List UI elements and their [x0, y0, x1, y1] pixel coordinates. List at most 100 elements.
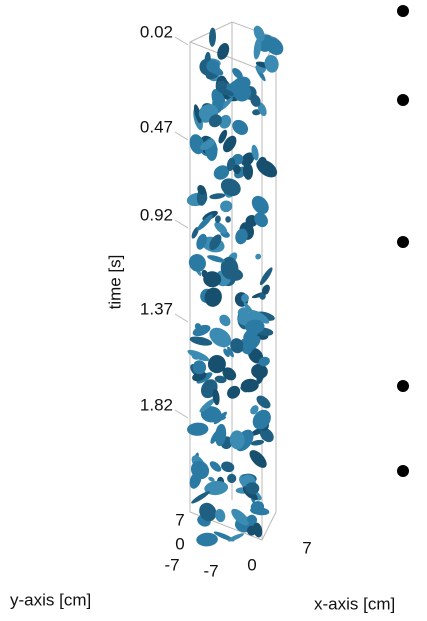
x-tick-label: -7: [203, 561, 218, 580]
blob: [235, 228, 248, 245]
blob: [213, 165, 230, 180]
blob: [237, 307, 249, 318]
blob: [219, 314, 231, 327]
bullet-list: [397, 5, 409, 477]
blob: [199, 398, 216, 413]
blob: [197, 184, 206, 195]
blob: [232, 119, 249, 135]
blob: [255, 253, 262, 260]
blob: [250, 405, 259, 415]
blob: [242, 335, 261, 352]
blob: [204, 287, 222, 307]
blob: [188, 254, 206, 272]
blob: [259, 428, 274, 443]
blob: [247, 514, 258, 525]
blob: [200, 139, 215, 150]
blob: [227, 473, 237, 483]
blob: [221, 461, 235, 473]
blob: [204, 480, 229, 496]
blob: [192, 371, 207, 382]
blob: [196, 532, 218, 547]
blob: [191, 352, 201, 360]
blob: [251, 144, 259, 161]
blob: [209, 234, 222, 251]
x-axis-label: x-axis [cm]: [314, 594, 395, 613]
y-tick-label: 7: [175, 510, 184, 529]
blob: [190, 460, 210, 480]
blob: [192, 324, 211, 337]
volume-blobs: [186, 25, 284, 547]
blob: [223, 348, 230, 358]
y-tick-label: 0: [175, 534, 184, 553]
bullet: [397, 236, 409, 248]
y-axis-label: y-axis [cm]: [10, 590, 91, 609]
blob: [253, 25, 265, 42]
blob: [227, 533, 244, 542]
blob: [252, 109, 261, 116]
z-tick: [174, 313, 189, 323]
blob: [225, 216, 231, 223]
y-tick-label: -7: [164, 555, 179, 574]
blob: [206, 59, 220, 73]
blob: [254, 212, 268, 228]
blob: [219, 114, 232, 129]
blob: [199, 502, 217, 522]
blob: [214, 215, 221, 224]
blob: [222, 367, 237, 381]
blob: [256, 159, 278, 178]
blob: [210, 430, 220, 444]
blob: [256, 364, 265, 384]
blob: [209, 461, 222, 472]
blob: [222, 135, 237, 153]
blob: [212, 388, 220, 406]
blob: [216, 87, 234, 96]
blob: [229, 430, 245, 450]
blob: [197, 214, 213, 231]
z-tick-label: 1.37: [140, 299, 173, 318]
blob: [262, 284, 270, 295]
bullet: [397, 380, 409, 392]
blob: [242, 162, 254, 180]
blob: [220, 200, 233, 213]
bullet: [397, 465, 409, 477]
blob: [208, 27, 217, 47]
z-tick-label: 0.47: [140, 117, 173, 136]
blob: [226, 157, 236, 172]
blob: [241, 293, 249, 303]
blob: [253, 37, 262, 60]
blob: [258, 356, 270, 367]
blob: [189, 336, 213, 346]
z-tick-label: 1.82: [140, 395, 173, 414]
blob: [193, 104, 202, 124]
blob: [214, 221, 228, 235]
x-tick-label: 0: [247, 555, 256, 574]
blob: [217, 43, 230, 60]
blob: [219, 97, 233, 111]
blob: [191, 226, 199, 239]
blob: [194, 323, 201, 330]
blob: [241, 152, 255, 167]
blob: [252, 409, 271, 430]
blob: [249, 309, 270, 324]
blob: [259, 267, 273, 286]
blob: [192, 360, 207, 375]
x-tick-label: 7: [302, 538, 311, 557]
bullet: [397, 94, 409, 106]
blob: [189, 134, 205, 155]
blob: [253, 522, 263, 538]
blob: [213, 411, 227, 425]
blob: [208, 476, 215, 482]
blob: [207, 255, 225, 263]
z-axis-label: time [s]: [105, 255, 124, 310]
blob: [214, 375, 227, 384]
blob: [227, 385, 241, 399]
blob: [264, 54, 279, 73]
blob: [250, 439, 265, 446]
blob: [257, 102, 267, 117]
blob: [230, 338, 244, 354]
blob: [232, 67, 243, 79]
blob: [209, 193, 226, 200]
blob: [240, 378, 259, 393]
blob: [203, 271, 222, 288]
